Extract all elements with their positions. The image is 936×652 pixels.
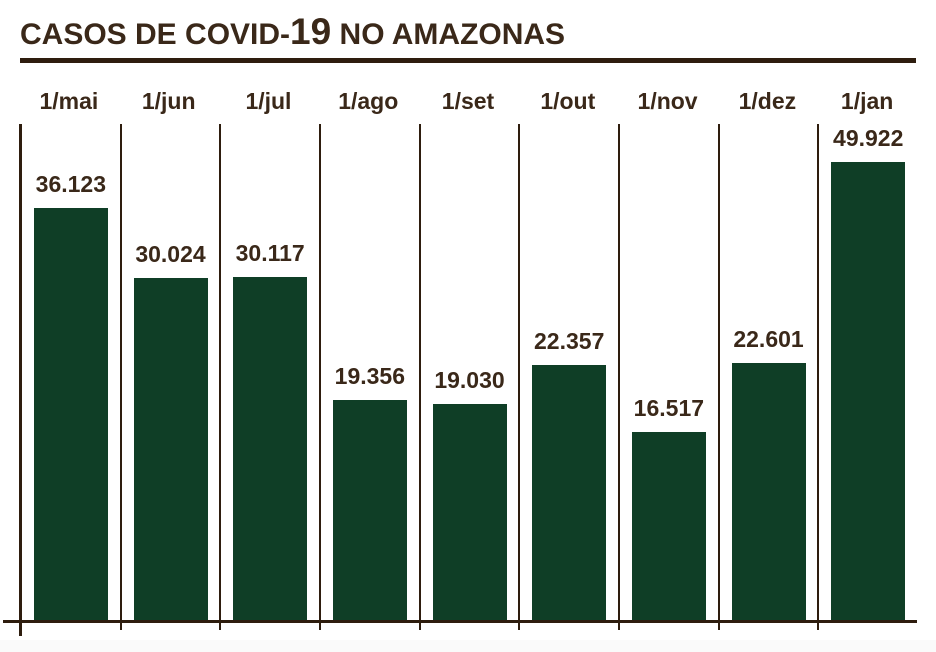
month-label: 1/nov bbox=[637, 88, 698, 114]
bar bbox=[532, 365, 607, 621]
bar bbox=[631, 432, 706, 621]
month-label: 1/jun bbox=[141, 88, 196, 114]
chart-column: 16.517 bbox=[618, 124, 718, 630]
month-labels-row: 1/mai 1/jun 1/jul 1/ago 1/set 1/out 1/nov 1/dez… bbox=[19, 88, 917, 118]
bar bbox=[731, 363, 806, 621]
page-title: CASOS DE COVID-19 NO AMAZONAS bbox=[20, 13, 566, 52]
chart-area: 36.123 30.024 30.117 19.356 19.030 22.357 16.5… bbox=[19, 124, 917, 630]
page-title-number: 19 bbox=[290, 11, 332, 52]
chart-column: 36.123 bbox=[19, 124, 120, 630]
bar-value-label: 22.601 bbox=[733, 326, 804, 352]
month-label: 1/dez bbox=[738, 88, 797, 114]
page-title-suffix: NO AMAZONAS bbox=[331, 18, 566, 51]
chart-column: 19.356 bbox=[319, 124, 419, 630]
bar bbox=[432, 404, 507, 621]
y-axis-tick bbox=[19, 630, 22, 636]
x-axis-line bbox=[3, 620, 917, 623]
bar-value-label: 30.117 bbox=[235, 240, 305, 266]
month-label: 1/set bbox=[441, 88, 495, 114]
page-title-prefix: CASOS DE COVID- bbox=[20, 18, 291, 51]
bar-value-label: 19.356 bbox=[334, 363, 406, 389]
bar-value-label: 36.123 bbox=[35, 171, 107, 197]
chart-column: 19.030 bbox=[418, 124, 519, 630]
bar-value-label: 16.517 bbox=[633, 395, 705, 421]
bar-value-label: 22.357 bbox=[534, 328, 605, 354]
bar bbox=[831, 162, 906, 621]
bar bbox=[33, 208, 108, 621]
bar-value-label: 19.030 bbox=[434, 367, 505, 393]
month-label: 1/jul bbox=[245, 88, 292, 114]
bar-value-label: 30.024 bbox=[135, 241, 206, 267]
bar-value-label: 49.922 bbox=[833, 125, 904, 151]
chart-column: 30.024 bbox=[119, 124, 220, 630]
page-bottom-strip bbox=[0, 640, 936, 652]
title-underline bbox=[20, 58, 916, 63]
month-label: 1/out bbox=[540, 88, 596, 114]
chart-column: 30.117 bbox=[219, 124, 319, 630]
bar bbox=[332, 400, 407, 621]
month-label: 1/mai bbox=[39, 88, 99, 114]
chart-column: 22.357 bbox=[518, 124, 618, 630]
bar bbox=[133, 278, 208, 621]
chart-column: 22.601 bbox=[717, 124, 818, 630]
month-label: 1/ago bbox=[338, 88, 399, 114]
month-label: 1/jan bbox=[840, 88, 894, 114]
chart-column: 49.922 bbox=[817, 124, 917, 630]
bar bbox=[233, 277, 308, 621]
